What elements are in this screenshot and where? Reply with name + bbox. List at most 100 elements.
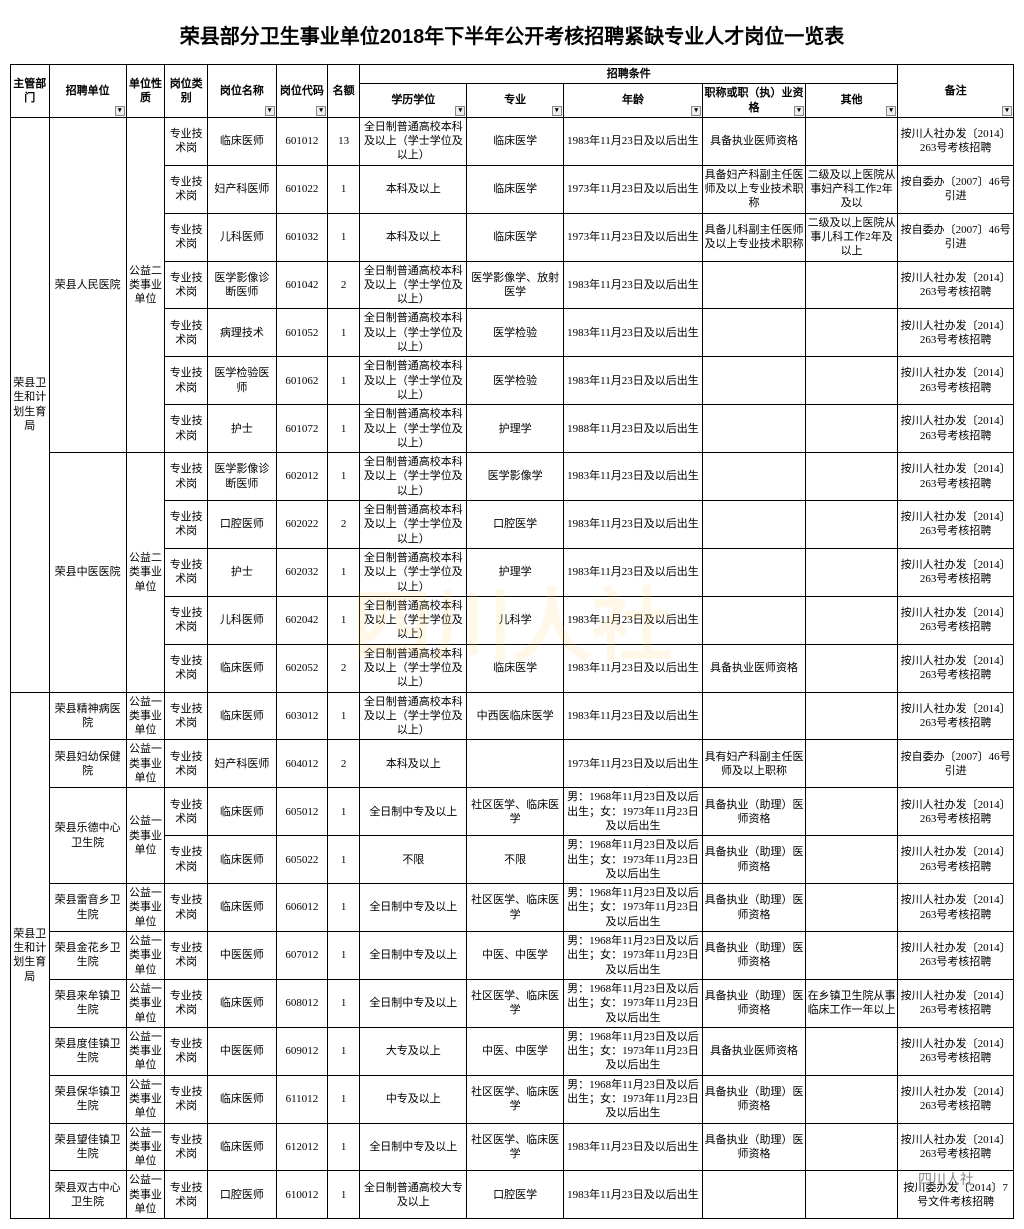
table-cell: 602052 (276, 644, 327, 692)
table-cell: 公益一类事业单位 (126, 1075, 165, 1123)
table-cell: 社区医学、临床医学 (467, 884, 563, 932)
table-cell: 在乡镇卫生院从事临床工作一年以上 (805, 979, 897, 1027)
table-cell: 1 (328, 1027, 360, 1075)
table-cell: 不限 (467, 836, 563, 884)
filter-icon[interactable]: ▾ (115, 106, 125, 116)
table-cell: 临床医师 (208, 1123, 277, 1171)
table-cell: 本科及以上 (360, 213, 467, 261)
table-cell: 具备执业（助理）医师资格 (703, 884, 806, 932)
th-position[interactable]: 岗位名称▾ (208, 65, 277, 118)
table-cell (703, 405, 806, 453)
table-cell (805, 453, 897, 501)
table-cell: 1 (328, 836, 360, 884)
table-cell: 公益一类事业单位 (126, 740, 165, 788)
table-cell: 按川人社办发〔2014〕263号考核招聘 (898, 117, 1014, 165)
table-cell: 602032 (276, 548, 327, 596)
table-cell: 妇产科医师 (208, 165, 277, 213)
table-cell: 医学影像诊断医师 (208, 453, 277, 501)
table-cell: 口腔医学 (467, 1171, 563, 1219)
table-cell: 按川人社办发〔2014〕263号考核招聘 (898, 548, 1014, 596)
th-quota: 名额 (328, 65, 360, 118)
table-cell: 儿科学 (467, 596, 563, 644)
table-cell: 荣县来牟镇卫生院 (49, 979, 126, 1027)
table-cell: 602022 (276, 501, 327, 549)
table-cell (805, 1171, 897, 1219)
table-cell (805, 692, 897, 740)
table-cell: 公益一类事业单位 (126, 884, 165, 932)
table-cell: 按川人社办发〔2014〕263号考核招聘 (898, 1027, 1014, 1075)
table-cell: 中西医临床医学 (467, 692, 563, 740)
th-edu[interactable]: 学历学位▾ (360, 84, 467, 118)
table-cell (805, 1123, 897, 1171)
page-title: 荣县部分卫生事业单位2018年下半年公开考核招聘紧缺专业人才岗位一览表 (10, 20, 1014, 49)
table-row: 荣县卫生和计划生育局荣县人民医院公益二类事业单位专业技术岗临床医师6010121… (11, 117, 1014, 165)
table-cell: 本科及以上 (360, 740, 467, 788)
table-cell: 荣县雷音乡卫生院 (49, 884, 126, 932)
table-cell: 602012 (276, 453, 327, 501)
table-cell: 609012 (276, 1027, 327, 1075)
table-cell: 儿科医师 (208, 213, 277, 261)
table-cell: 全日制中专及以上 (360, 979, 467, 1027)
table-cell: 2 (328, 261, 360, 309)
table-cell: 公益一类事业单位 (126, 1171, 165, 1219)
filter-icon[interactable]: ▾ (265, 106, 275, 116)
table-cell (703, 453, 806, 501)
table-row: 荣县金花乡卫生院公益一类事业单位专业技术岗中医医师6070121全日制中专及以上… (11, 932, 1014, 980)
table-cell (805, 596, 897, 644)
table-cell: 医学影像学 (467, 453, 563, 501)
table-cell: 公益一类事业单位 (126, 932, 165, 980)
table-cell: 1 (328, 692, 360, 740)
table-cell: 1 (328, 165, 360, 213)
th-unit[interactable]: 招聘单位▾ (49, 65, 126, 118)
table-cell: 1983年11月23日及以后出生 (563, 596, 702, 644)
table-row: 荣县保华镇卫生院公益一类事业单位专业技术岗临床医师6110121中专及以上社区医… (11, 1075, 1014, 1123)
table-row: 荣县卫生和计划生育局荣县精神病医院公益一类事业单位专业技术岗临床医师603012… (11, 692, 1014, 740)
table-cell: 男：1968年11月23日及以后出生；女：1973年11月23日及以后出生 (563, 1027, 702, 1075)
table-cell: 1983年11月23日及以后出生 (563, 692, 702, 740)
th-major[interactable]: 专业▾ (467, 84, 563, 118)
table-cell: 按川人社办发〔2014〕263号考核招聘 (898, 932, 1014, 980)
filter-icon[interactable]: ▾ (691, 106, 701, 116)
table-cell: 1973年11月23日及以后出生 (563, 213, 702, 261)
filter-icon[interactable]: ▾ (794, 106, 804, 116)
th-remark[interactable]: 备注▾ (898, 65, 1014, 118)
table-cell: 护士 (208, 405, 277, 453)
table-cell: 不限 (360, 836, 467, 884)
th-qual[interactable]: 职称或职（执）业资格▾ (703, 84, 806, 118)
table-cell (703, 692, 806, 740)
table-cell: 护士 (208, 548, 277, 596)
table-cell (703, 596, 806, 644)
table-cell: 按川人社办发〔2014〕263号考核招聘 (898, 453, 1014, 501)
table-cell: 社区医学、临床医学 (467, 1123, 563, 1171)
th-age[interactable]: 年龄▾ (563, 84, 702, 118)
filter-icon[interactable]: ▾ (552, 106, 562, 116)
table-cell: 按自委办〔2007〕46号引进 (898, 740, 1014, 788)
filter-icon[interactable]: ▾ (316, 106, 326, 116)
filter-icon[interactable]: ▾ (1002, 106, 1012, 116)
table-cell: 专业技术岗 (165, 453, 208, 501)
filter-icon[interactable]: ▾ (886, 106, 896, 116)
table-cell: 临床医师 (208, 1075, 277, 1123)
table-cell: 公益二类事业单位 (126, 453, 165, 692)
table-cell (805, 309, 897, 357)
table-cell: 全日制普通高校本科及以上（学士学位及以上） (360, 309, 467, 357)
table-cell: 607012 (276, 932, 327, 980)
table-cell: 按川人社办发〔2014〕263号考核招聘 (898, 357, 1014, 405)
table-cell: 2 (328, 740, 360, 788)
table-cell: 专业技术岗 (165, 117, 208, 165)
table-cell: 男：1968年11月23日及以后出生；女：1973年11月23日及以后出生 (563, 1075, 702, 1123)
table-cell: 护理学 (467, 405, 563, 453)
th-other[interactable]: 其他▾ (805, 84, 897, 118)
table-cell: 601042 (276, 261, 327, 309)
table-cell: 按川人社办发〔2014〕263号考核招聘 (898, 644, 1014, 692)
table-cell: 公益一类事业单位 (126, 788, 165, 884)
table-cell: 专业技术岗 (165, 213, 208, 261)
table-cell: 1983年11月23日及以后出生 (563, 309, 702, 357)
filter-icon[interactable]: ▾ (455, 106, 465, 116)
table-cell: 606012 (276, 884, 327, 932)
table-cell: 按川人社办发〔2014〕263号考核招聘 (898, 788, 1014, 836)
table-cell: 专业技术岗 (165, 644, 208, 692)
table-cell: 临床医学 (467, 165, 563, 213)
th-code[interactable]: 岗位代码▾ (276, 65, 327, 118)
table-cell: 医学影像学、放射医学 (467, 261, 563, 309)
